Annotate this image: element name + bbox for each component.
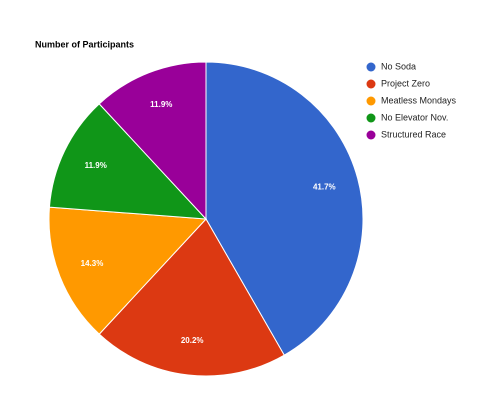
legend-label: No Soda [381,61,416,71]
pie-slice [98,61,207,221]
slice-label: 20.2% [181,336,204,345]
legend-marker [366,79,376,89]
slice-label: 41.7% [313,183,336,192]
legend-label: No Elevator Nov. [381,112,448,122]
chart-title: Number of Participants [35,39,134,49]
legend-label: Project Zero [381,78,430,88]
pie-slice [48,206,208,335]
pie-slice [48,103,208,220]
slice-label: 11.9% [85,161,107,170]
legend-label: Meatless Mondays [381,95,457,105]
pie-slice [205,61,364,356]
legend-marker [366,113,376,123]
pie-slice [98,218,285,377]
legend-marker [366,96,376,106]
slice-label: 14.3% [81,259,104,268]
legend-label: Structured Race [381,129,446,139]
slice-label: 11.9% [150,100,172,109]
legend-marker [366,130,376,140]
legend-marker [366,62,376,72]
